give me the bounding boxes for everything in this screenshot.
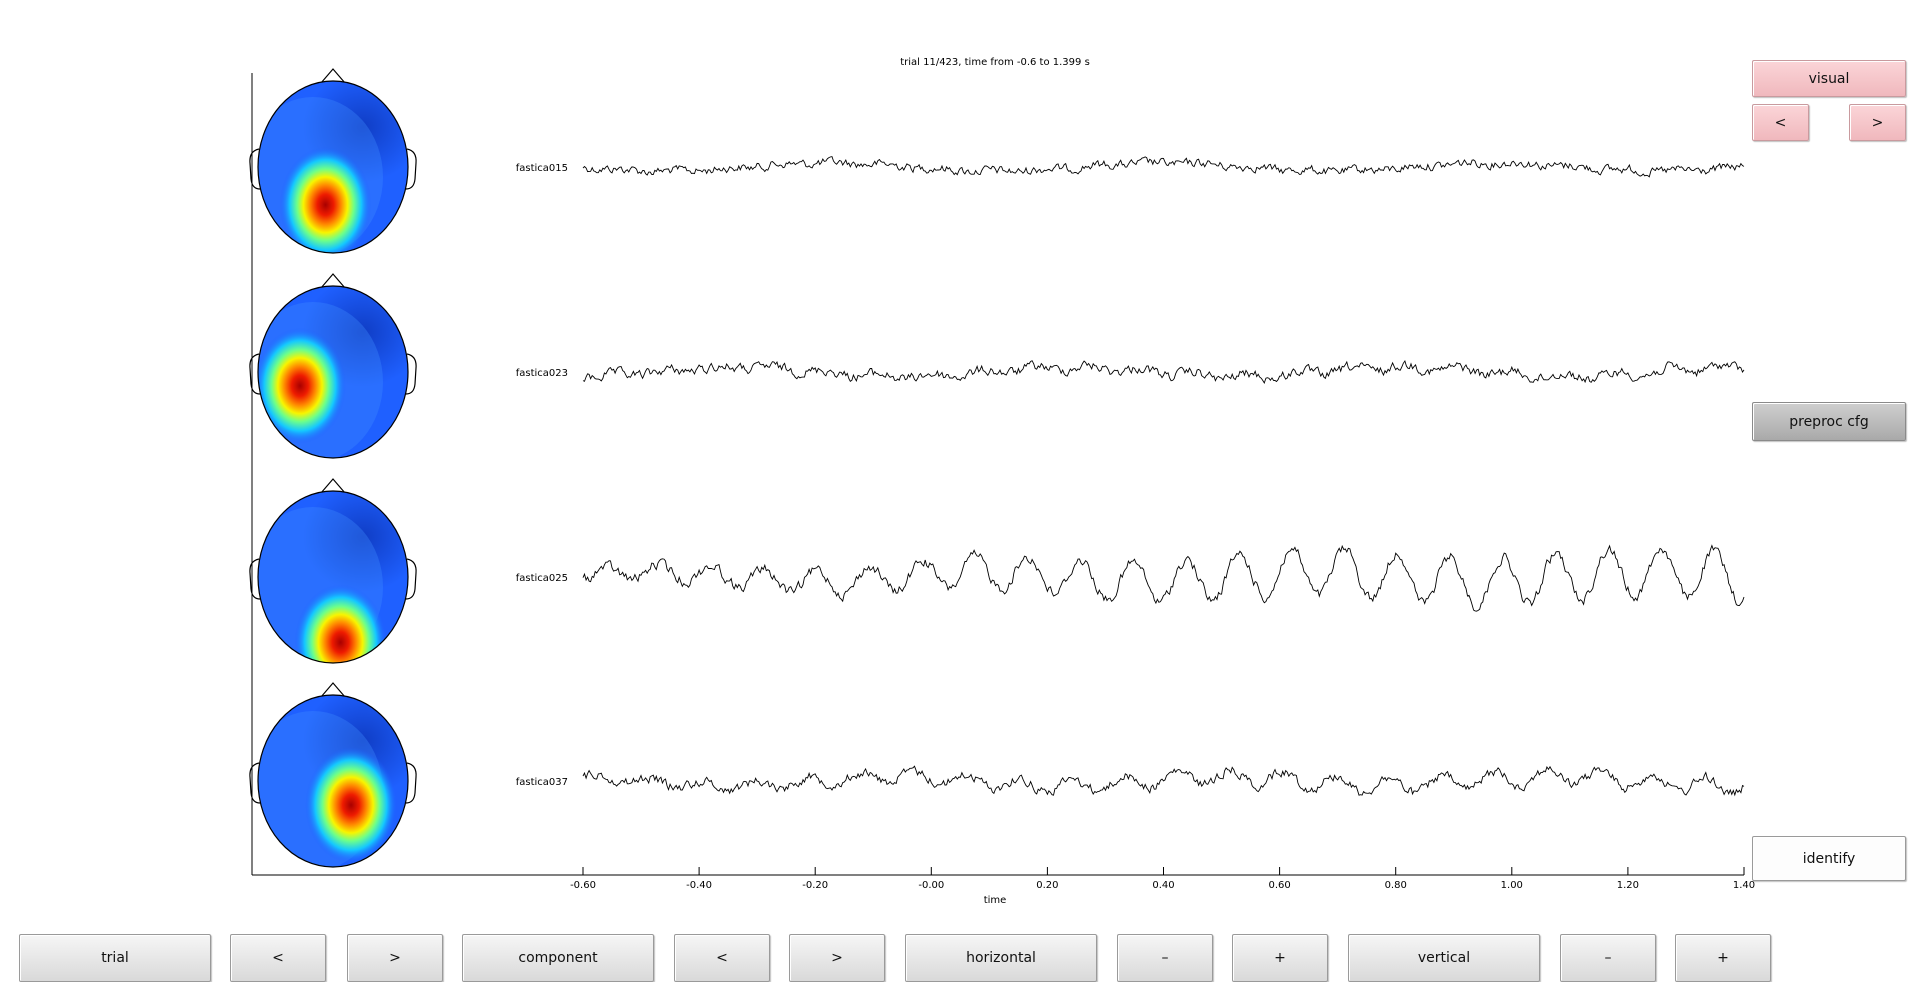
topoplot-hotspot: [279, 146, 372, 253]
topoplot-fastica015: [249, 68, 417, 254]
plot-title: trial 11/423, time from -0.6 to 1.399 s: [900, 57, 1090, 68]
identify-button[interactable]: identify: [1752, 836, 1906, 881]
head-outline: [257, 694, 409, 868]
x-tick-label: -0.40: [686, 880, 712, 891]
head-right-ear: [405, 762, 417, 804]
x-tick-label: -0.20: [802, 880, 828, 891]
trace-fastica025: [582, 544, 1745, 612]
x-tick-label: 0.20: [1036, 880, 1058, 891]
head-nose: [320, 273, 346, 289]
x-tick-label: 1.20: [1617, 880, 1639, 891]
visual-prev-button[interactable]: <: [1752, 104, 1809, 141]
channel-label-fastica037: fastica037: [516, 777, 568, 788]
topoplot-hotspot: [305, 747, 397, 864]
topoplot-fastica025: [249, 478, 417, 664]
topoplot-fastica037: [249, 682, 417, 868]
head-left-ear: [249, 148, 261, 190]
topoplot-group: [249, 68, 417, 868]
head-left-ear: [249, 353, 261, 395]
horizontal-plus-button[interactable]: +: [1232, 934, 1328, 982]
head-outline: [257, 80, 409, 254]
head-outline: [257, 490, 409, 664]
x-tick-label: 0.60: [1268, 880, 1290, 891]
vertical-minus-button[interactable]: –: [1560, 934, 1656, 982]
component-button[interactable]: component: [462, 934, 654, 982]
trial-next-button[interactable]: >: [347, 934, 443, 982]
head-right-ear: [405, 353, 417, 395]
horizontal-minus-button[interactable]: –: [1117, 934, 1213, 982]
head-nose: [320, 478, 346, 494]
head-right-ear: [405, 558, 417, 600]
x-tick-label: 0.40: [1152, 880, 1174, 891]
trace-fastica015: [582, 156, 1745, 178]
x-axis-label: time: [984, 895, 1007, 906]
trace-fastica023: [582, 359, 1745, 384]
channel-label-fastica015: fastica015: [516, 163, 568, 174]
channel-label-fastica025: fastica025: [516, 573, 568, 584]
x-tick-label: -0.00: [918, 880, 944, 891]
head-nose: [320, 682, 346, 698]
visual-button[interactable]: visual: [1752, 60, 1906, 97]
head-nose: [320, 68, 346, 84]
x-tick-label: 1.00: [1501, 880, 1523, 891]
head-left-ear: [249, 762, 261, 804]
visual-next-button[interactable]: >: [1849, 104, 1906, 141]
vertical-button[interactable]: vertical: [1348, 934, 1540, 982]
channel-label-fastica023: fastica023: [516, 368, 568, 379]
component-next-button[interactable]: >: [789, 934, 885, 982]
trace-group: fastica015 fastica023 fastica025 fastica037: [516, 156, 1745, 797]
x-ticks: -0.60 -0.40 -0.20 -0.00 0.20 0.40 0.60 0.80 1.00…: [570, 867, 1755, 891]
x-tick-label: 0.80: [1385, 880, 1407, 891]
topoplot-hotspot: [294, 584, 387, 663]
topoplot-hotspot: [258, 327, 346, 444]
topoplot-fastica023: [249, 273, 417, 459]
preproc-cfg-button[interactable]: preproc cfg: [1752, 402, 1906, 441]
head-left-ear: [249, 558, 261, 600]
component-prev-button[interactable]: <: [674, 934, 770, 982]
head-outline: [257, 285, 409, 459]
trial-prev-button[interactable]: <: [230, 934, 326, 982]
vertical-plus-button[interactable]: +: [1675, 934, 1771, 982]
head-right-ear: [405, 148, 417, 190]
x-tick-label: 1.40: [1733, 880, 1755, 891]
horizontal-button[interactable]: horizontal: [905, 934, 1097, 982]
trial-button[interactable]: trial: [19, 934, 211, 982]
trace-fastica037: [582, 765, 1745, 797]
x-tick-label: -0.60: [570, 880, 596, 891]
